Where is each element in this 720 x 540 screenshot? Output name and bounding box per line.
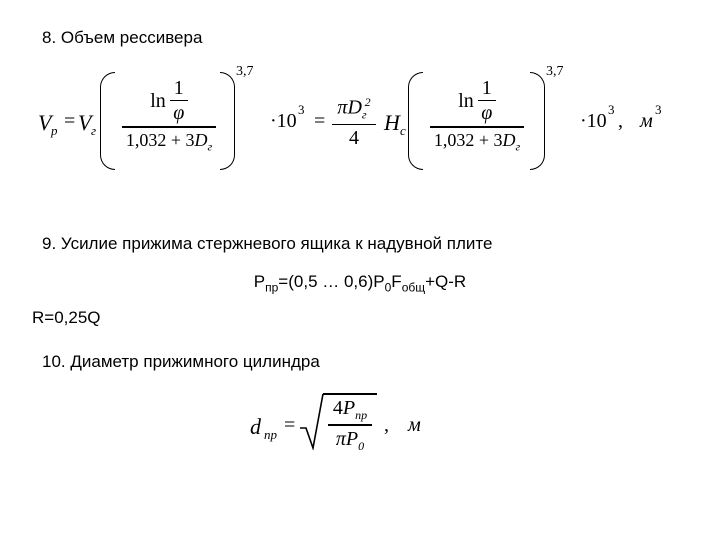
unit-m: м — [640, 110, 653, 133]
den-Dsub-1: г — [207, 139, 212, 153]
f3-unit: м — [408, 414, 421, 437]
f2-tail: +Q-R — [425, 272, 466, 291]
D2: D — [347, 97, 361, 119]
f3-eq: = — [284, 414, 295, 437]
formula-clamp-force: Pпр=(0,5 … 0,6)P0Fобщ+Q-R — [254, 272, 466, 291]
f3-P0: P — [346, 428, 358, 450]
paren-r2 — [530, 72, 545, 170]
den-plus-2: + 3 — [479, 130, 503, 150]
den-const-2: 1,032 — [434, 130, 475, 150]
f3-pi: π — [336, 428, 346, 450]
ln-1: ln — [150, 91, 166, 111]
exp-2: 3,7 — [546, 64, 564, 80]
one-1: 1 — [174, 78, 184, 98]
radical-bar — [323, 393, 377, 395]
pi-sym: π — [337, 97, 347, 119]
phi-1: φ — [173, 103, 184, 123]
den-Dsub-2: г — [515, 139, 520, 153]
dot10-1: ·10 — [270, 110, 297, 133]
frac-inner-1: ln 1 φ 1,032 + 3Dг — [122, 78, 216, 152]
phi-2: φ — [481, 103, 492, 123]
one-2: 1 — [482, 78, 492, 98]
cube-2: 3 — [608, 102, 615, 118]
f2-eq: =(0,5 … 0,6)P — [278, 272, 384, 291]
sym-Vp: V — [38, 110, 51, 136]
sym-Vg: V — [78, 110, 91, 136]
f3-frac: 4Pпр πP0 — [328, 398, 372, 451]
f2-F: F — [391, 272, 401, 291]
f3-four: 4 — [333, 397, 343, 419]
D2-sub: г — [362, 108, 367, 122]
heading-10: 10. Диаметр прижимного цилиндра — [42, 352, 678, 372]
den-D-1: D — [194, 130, 207, 150]
den-D-2: D — [502, 130, 515, 150]
heading-9: 9. Усилие прижима стержневого ящика к на… — [42, 234, 678, 254]
sub-Vp: p — [51, 123, 58, 139]
exp-1: 3,7 — [236, 64, 254, 80]
f3-P0sub: 0 — [358, 439, 364, 453]
frac-piD2over4: πDг2 4 — [332, 96, 376, 148]
radical-icon — [300, 392, 324, 450]
unit-m-sup: 3 — [655, 102, 662, 118]
H-sub: c — [400, 123, 406, 139]
cube-1: 3 — [298, 102, 305, 118]
eq1: = — [64, 110, 75, 133]
f3-d: d — [250, 414, 261, 440]
paren-l2 — [408, 72, 423, 170]
comma-1: , — [618, 110, 623, 133]
eq2: = — [314, 110, 325, 133]
four: 4 — [349, 128, 359, 148]
formula-receiver-volume: V p = V г ln 1 φ 1,032 + 3Dг 3,7 — [38, 70, 674, 176]
paren-r1 — [220, 72, 235, 170]
den-plus-1: + 3 — [171, 130, 195, 150]
D2-sup: 2 — [365, 95, 371, 109]
H: H — [384, 110, 400, 136]
f2-Psub: пр — [265, 280, 278, 294]
f2-P: P — [254, 272, 265, 291]
f3-dsub: пр — [264, 427, 277, 443]
heading-8: 8. Объем рессивера — [42, 28, 678, 48]
f2-Fsub: общ — [402, 280, 425, 294]
formula-cylinder-diameter: d пр = 4Pпр πP0 , м — [250, 388, 470, 458]
f3-comma: , — [384, 414, 389, 437]
paren-l1 — [100, 72, 115, 170]
den-const-1: 1,032 — [126, 130, 167, 150]
frac-inner-2: ln 1 φ 1,032 + 3Dг — [430, 78, 524, 152]
f3-P: P — [343, 397, 355, 419]
dot10-2: ·10 — [580, 110, 607, 133]
line-R: R=0,25Q — [32, 308, 678, 328]
f3-Psub: пр — [355, 408, 367, 422]
ln-2: ln — [458, 91, 474, 111]
sub-Vg: г — [91, 123, 96, 139]
